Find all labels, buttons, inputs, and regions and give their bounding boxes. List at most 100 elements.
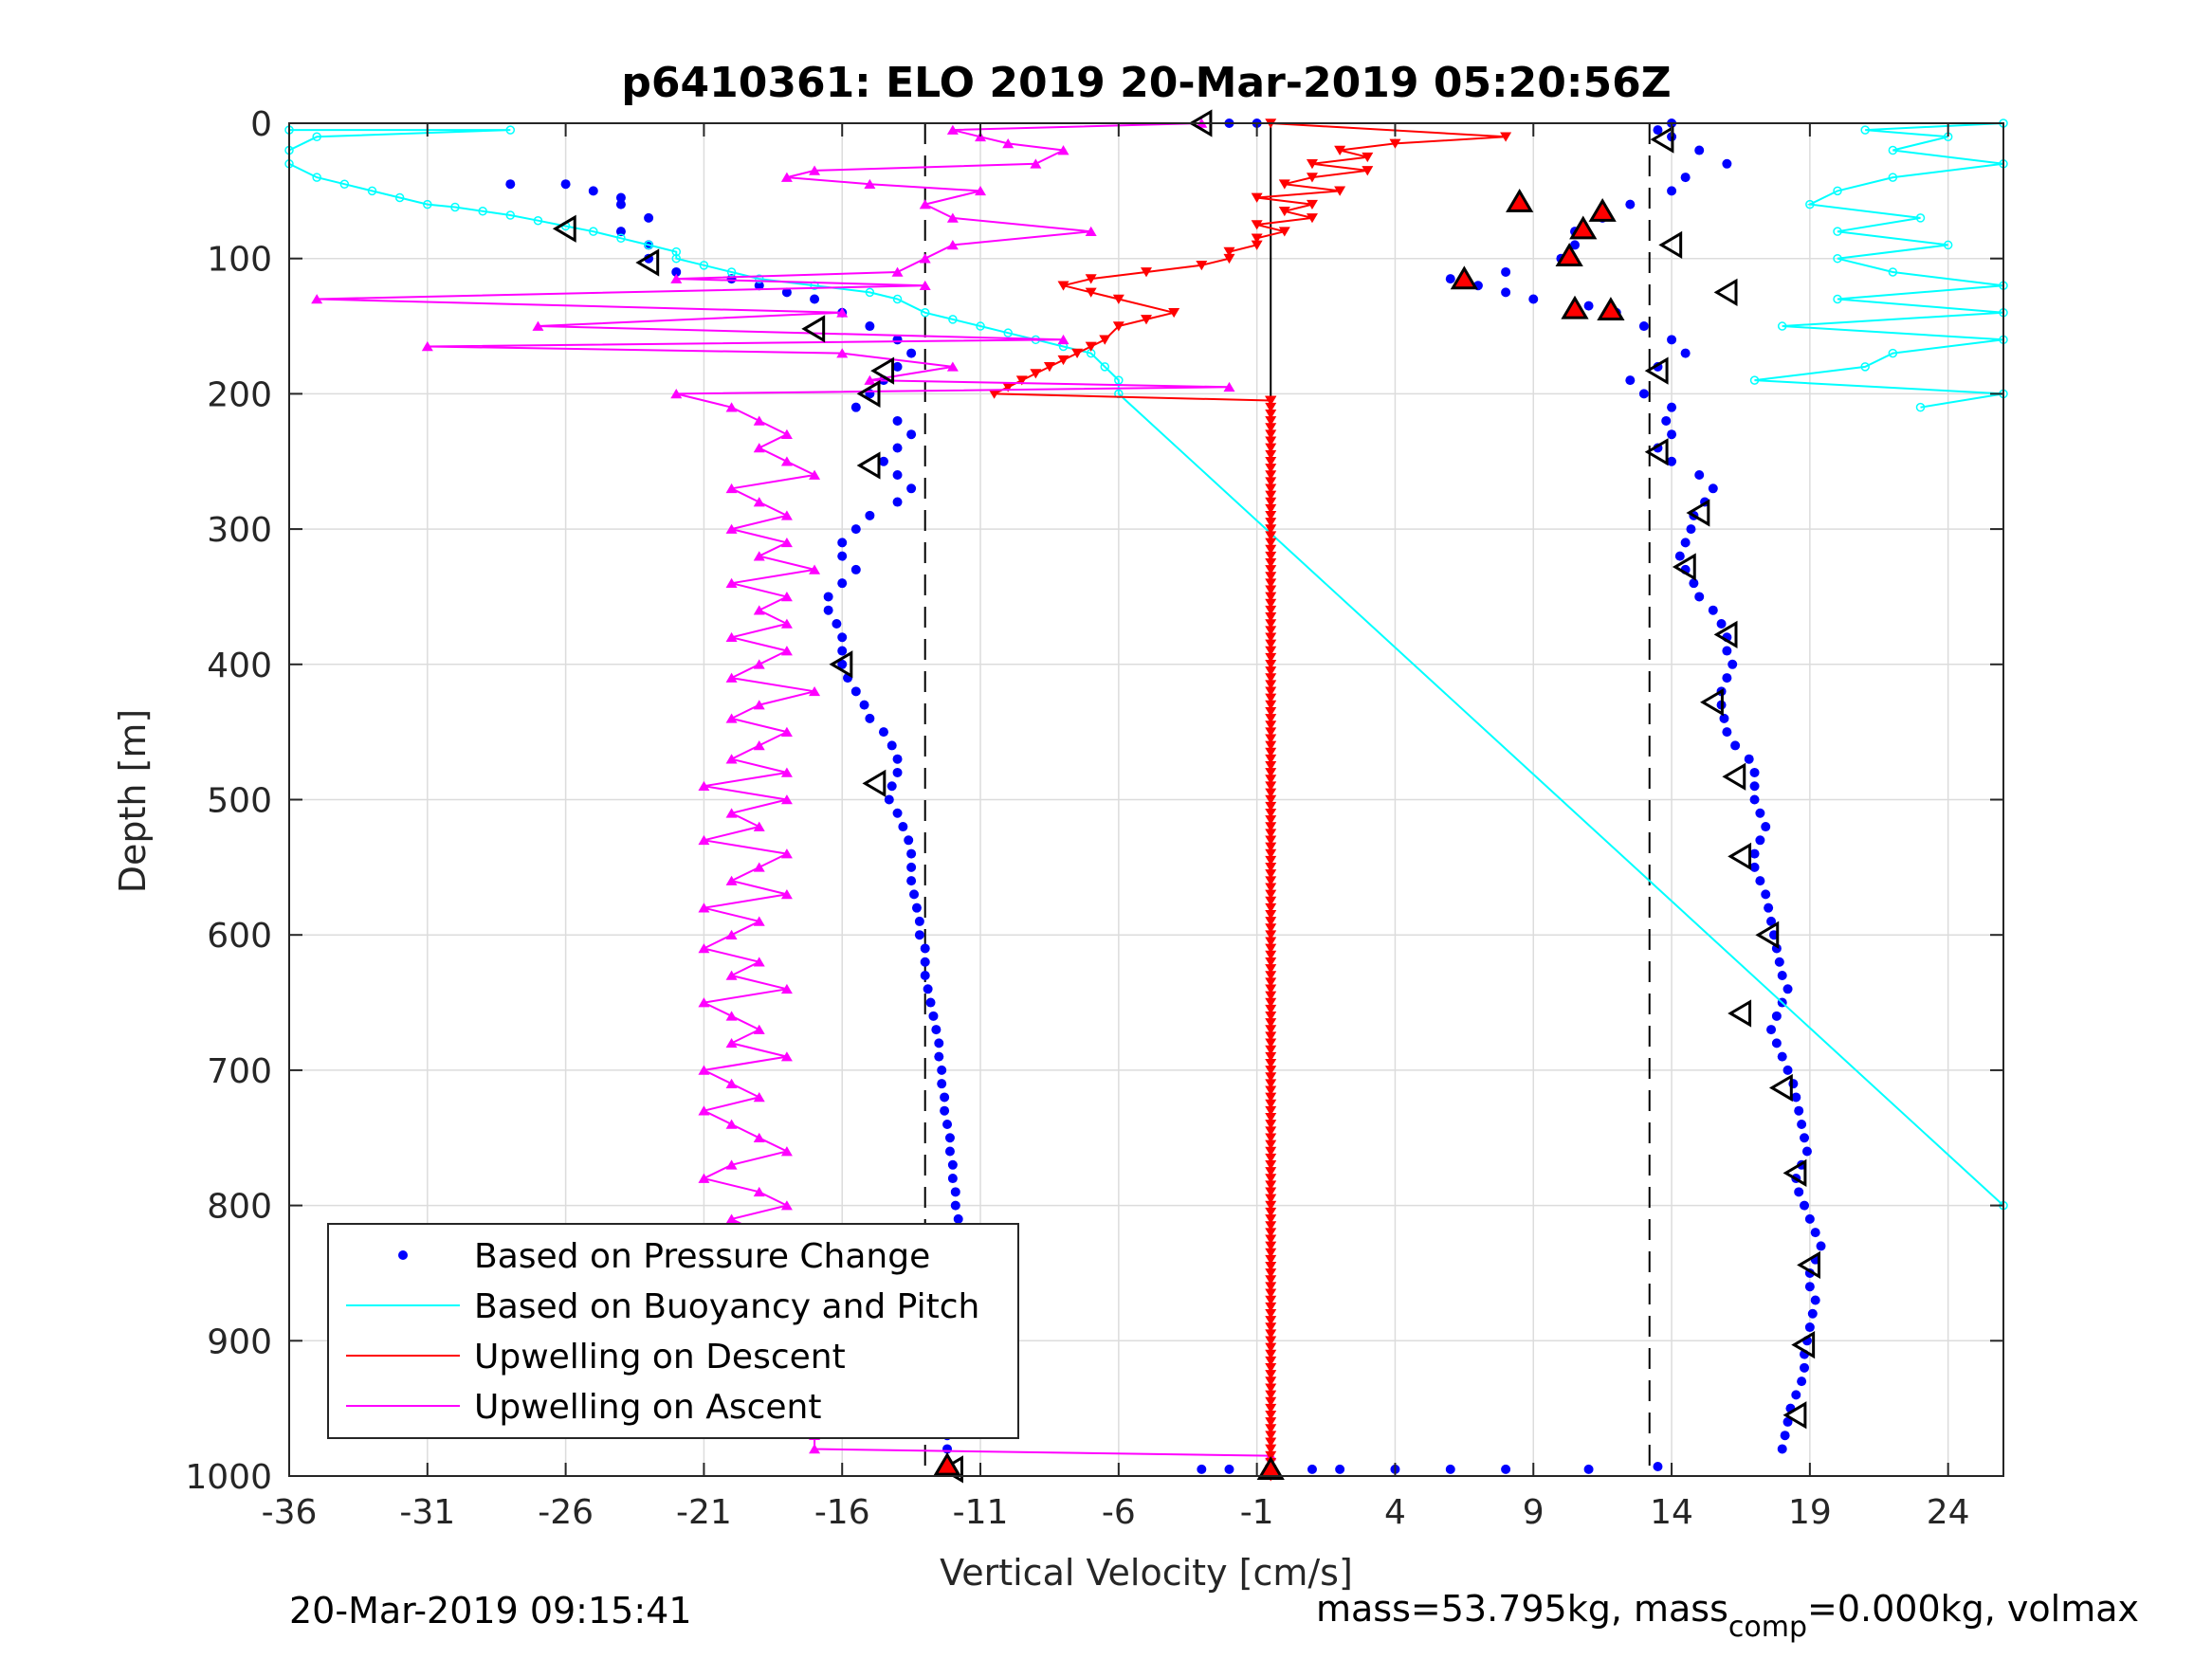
pressure-point — [1625, 199, 1636, 210]
pressure-point — [1782, 1065, 1793, 1075]
filled-triangle-marker — [933, 1451, 961, 1476]
pressure-point — [1755, 835, 1765, 846]
y-tick-label: 300 — [207, 511, 272, 550]
descent-column-point — [1265, 666, 1277, 677]
ascent-point — [753, 415, 765, 426]
descent-column-point — [1265, 781, 1277, 792]
ascent-point — [698, 1105, 710, 1116]
pressure-point — [1224, 1464, 1234, 1474]
descent-column-point — [1265, 1336, 1277, 1346]
filled-triangle-marker — [1561, 295, 1589, 319]
footer-mass-subscript: comp — [1728, 1611, 1807, 1644]
pressure-point — [1667, 335, 1677, 345]
pressure-point — [953, 1213, 963, 1224]
pressure-point — [1761, 822, 1771, 832]
filled-triangle-marker — [1450, 265, 1478, 290]
descent-point — [1278, 206, 1290, 217]
ascent-point — [780, 456, 793, 466]
pressure-point — [925, 997, 936, 1008]
descent-point — [1223, 246, 1235, 257]
pressure-point — [1722, 673, 1732, 684]
legend-buoyancy-label: Based on Buoyancy and Pitch — [474, 1287, 979, 1326]
descent-column-point — [1265, 1275, 1277, 1285]
descent-column-point — [1265, 889, 1277, 900]
descent-point — [1362, 166, 1374, 176]
descent-column-point — [1265, 1146, 1277, 1157]
ascent-point — [311, 294, 323, 304]
descent-column-point — [1265, 794, 1277, 805]
ascent-point — [919, 280, 931, 291]
pressure-point — [1749, 848, 1760, 859]
descent-column-point — [1265, 917, 1277, 927]
pressure-point — [892, 443, 903, 453]
descent-column-point — [1265, 1383, 1277, 1394]
pressure-point — [934, 1038, 944, 1048]
descent-column-point — [1265, 524, 1277, 535]
ascent-point — [753, 821, 765, 831]
ascent-point — [836, 307, 849, 318]
ascent-point — [780, 537, 793, 548]
ascent-point — [753, 659, 765, 669]
descent-column-point — [1265, 1153, 1277, 1164]
descent-column-point — [1265, 1376, 1277, 1387]
ascent-point — [753, 443, 765, 453]
pressure-point — [781, 287, 792, 298]
descent-column-point — [1265, 734, 1277, 744]
descent-column-point — [1265, 930, 1277, 940]
open-triangle-marker — [1722, 762, 1746, 791]
pressure-point — [892, 415, 903, 426]
pressure-point — [940, 1092, 950, 1103]
pressure-point — [937, 1079, 947, 1089]
buoyancy-point — [1833, 227, 1842, 236]
pressure-point — [1653, 125, 1663, 136]
pressure-point — [892, 361, 903, 372]
pressure-point — [906, 348, 917, 358]
buoyancy-point — [948, 315, 958, 324]
open-triangle-marker — [856, 379, 881, 409]
x-axis-label: Vertical Velocity [cm/s] — [940, 1552, 1353, 1594]
footer-mass-info: mass=53.795kg, masscomp=0.000kg, volmax — [1316, 1588, 2139, 1644]
pressure-point — [1583, 1464, 1594, 1474]
pressure-point — [1816, 1241, 1826, 1251]
descent-column-point — [1265, 449, 1277, 461]
ascent-point — [1030, 158, 1042, 169]
x-tick-label: 14 — [1650, 1493, 1693, 1532]
pressure-point — [1794, 1187, 1804, 1197]
legend-pressure-label: Based on Pressure Change — [474, 1237, 930, 1276]
descent-column-point — [1265, 1120, 1277, 1130]
descent-point — [1362, 152, 1374, 163]
ascent-point — [780, 983, 793, 994]
descent-point — [1334, 145, 1346, 155]
pressure-point — [615, 199, 626, 210]
y-tick-label: 1000 — [185, 1458, 272, 1497]
descent-column-point — [1265, 464, 1277, 474]
open-triangle-marker — [1755, 921, 1780, 949]
ascent-point — [753, 916, 765, 926]
descent-point — [1002, 382, 1015, 392]
pressure-point — [1694, 592, 1705, 602]
y-axis-ticks: 0 100 200 300 400 500 600 700 800 900 1000 — [185, 105, 2003, 1497]
open-triangle-marker — [1650, 125, 1674, 154]
descent-column-point — [1265, 706, 1277, 718]
marker-layer — [552, 109, 1820, 1484]
descent-point — [1251, 192, 1263, 203]
descent-column-point — [1265, 544, 1277, 555]
ascent-point — [725, 1078, 738, 1088]
pressure-point — [837, 646, 848, 656]
pressure-point — [1801, 1146, 1812, 1157]
ascent-point — [780, 1051, 793, 1062]
descent-point — [1389, 138, 1401, 149]
descent-column-point — [1265, 557, 1277, 569]
descent-column-point — [1265, 1228, 1277, 1238]
ascent-point — [753, 957, 765, 967]
buoyancy-point — [589, 227, 598, 236]
descent-column-point — [1265, 815, 1277, 826]
descent-column-point — [1265, 1113, 1277, 1123]
grid — [288, 122, 2003, 1477]
pressure-point — [928, 1011, 939, 1021]
descent-point — [1112, 321, 1124, 332]
ascent-point — [809, 469, 821, 480]
footer-mass-suffix: =0.000kg, volmax — [1807, 1588, 2139, 1630]
pressure-point — [1728, 659, 1738, 669]
descent-column-point — [1265, 863, 1277, 873]
